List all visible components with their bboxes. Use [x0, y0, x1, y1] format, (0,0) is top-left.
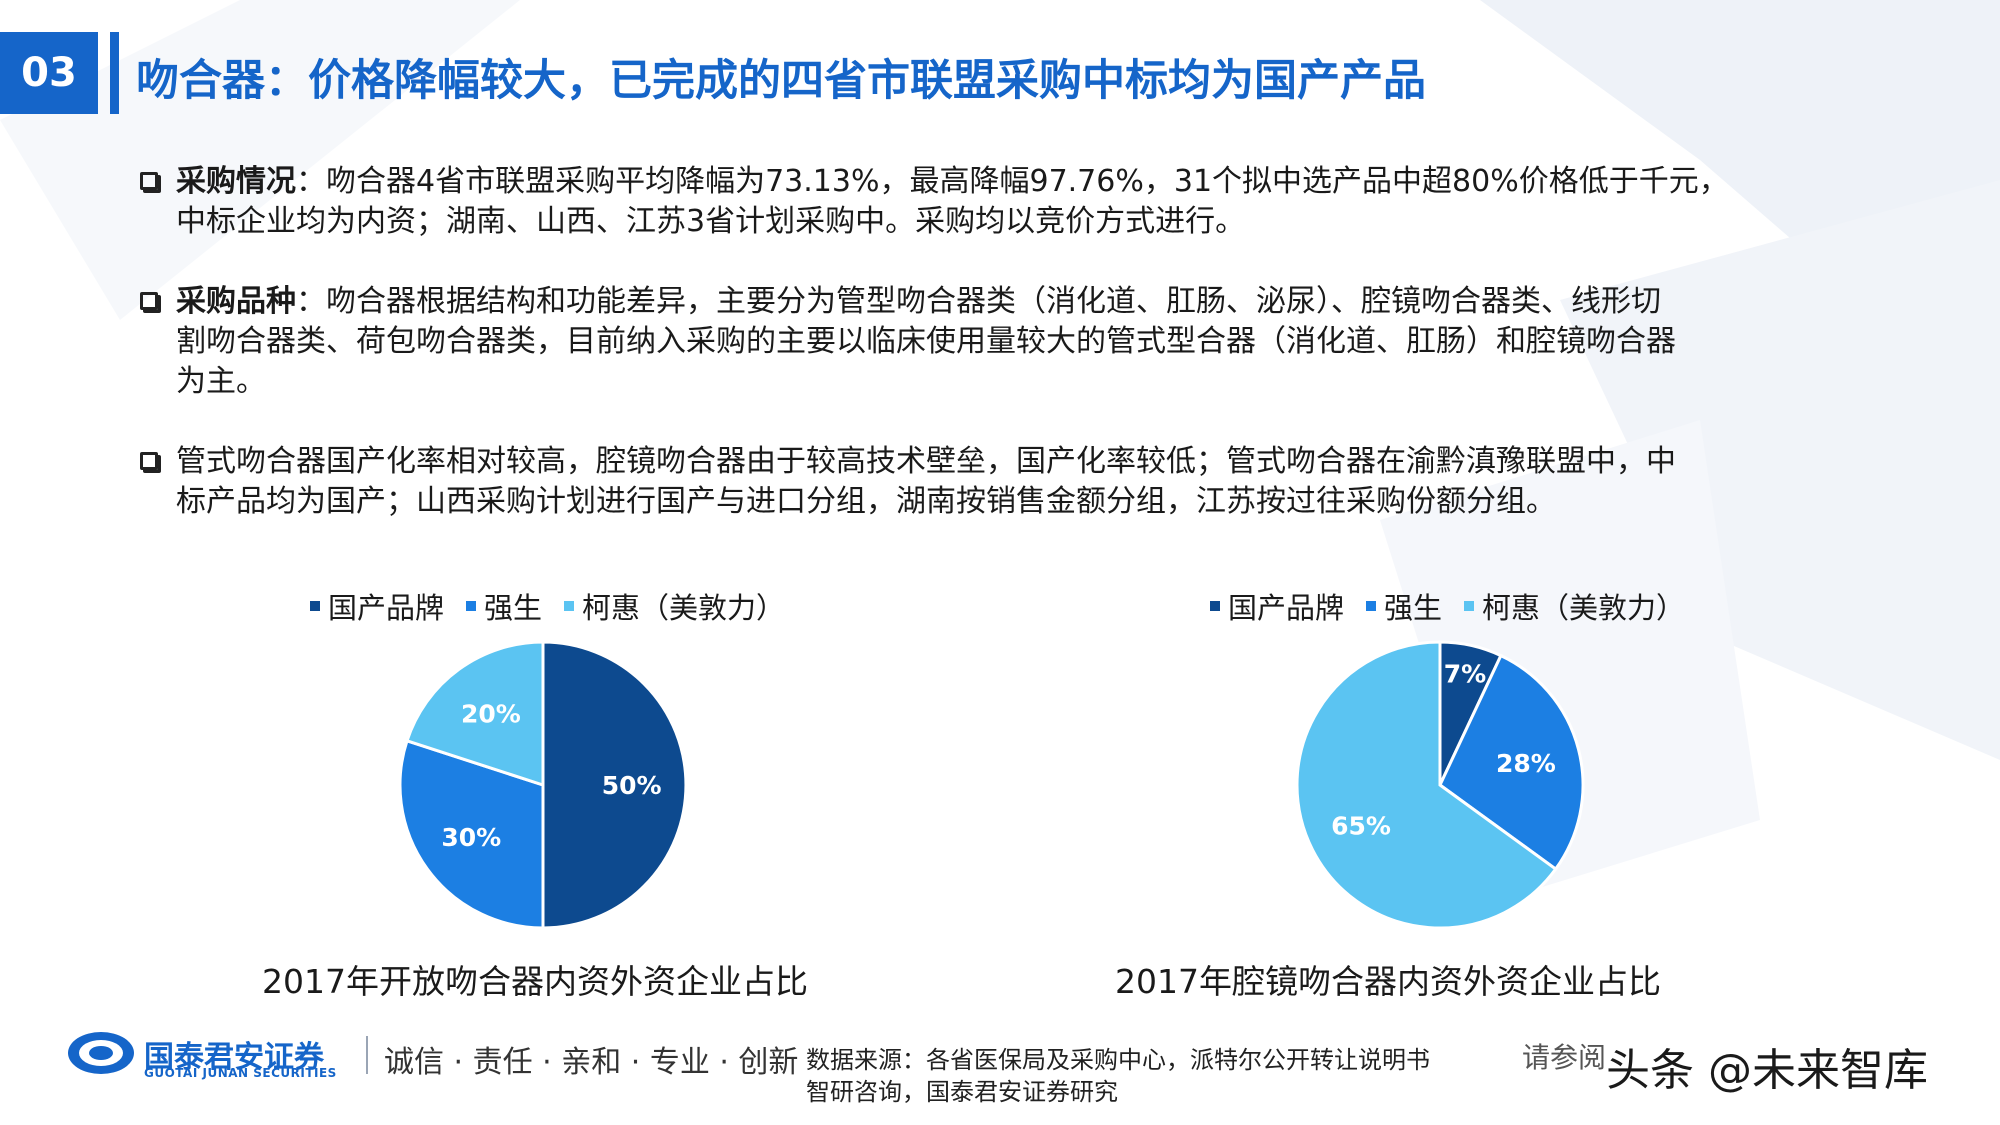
checkbox-bullet-icon	[140, 452, 158, 470]
chart1-caption: 2017年开放吻合器内资外资企业占比	[262, 962, 808, 1001]
bullet-text-line: 标产品均为国产；山西采购计划进行国产与进口分组，湖南按销售金额分组，江苏按过往采…	[176, 484, 1556, 519]
chart1-legend: 国产品牌 强生 柯惠（美敦力）	[310, 585, 785, 627]
bullet-procurement-status: 采购情况：吻合器4省市联盟采购平均降幅为73.13%，最高降幅97.76%，31…	[140, 162, 1860, 242]
pie-slice-jnj	[1438, 653, 1585, 872]
legend-swatch	[466, 601, 477, 611]
company-name-en: GUOTAI JUNAN SECURITIES	[144, 1066, 337, 1080]
pie-data-label: 65%	[1331, 811, 1391, 840]
bullet-procurement-varieties: 采购品种：吻合器根据结构和功能差异，主要分为管型吻合器类（消化道、肛肠、泌尿）、…	[140, 282, 1860, 402]
legend-item-covidien: 柯惠（美敦力）	[1464, 585, 1685, 627]
disclaimer-text: 请参阅	[1522, 1041, 1607, 1074]
bullet-localization-rate: 管式吻合器国产化率相对较高，腔镜吻合器由于较高技术壁垒，国产化率较低；管式吻合器…	[140, 442, 1860, 522]
data-source: 数据来源：各省医保局及采购中心，派特尔公开转让说明书 智研咨询，国泰君安证券研究	[806, 1046, 1430, 1106]
legend-item-domestic: 国产品牌	[310, 585, 444, 627]
page-title: 吻合器：价格降幅较大，已完成的四省市联盟采购中标均为国产产品	[136, 56, 1426, 106]
pie-slice-covidien	[405, 640, 545, 788]
legend-swatch	[1464, 601, 1475, 611]
legend-item-jnj: 强生	[466, 585, 542, 627]
bullet-text-line: 中标企业均为内资；湖南、山西、江苏3省计划采购中。采购均以竞价方式进行。	[176, 204, 1246, 239]
pie-data-label: 30%	[441, 823, 501, 852]
bullet-text: 管式吻合器国产化率相对较高，腔镜吻合器由于较高技术壁垒，国产化率较低；管式吻合器…	[176, 444, 1676, 479]
pie-data-label: 50%	[602, 771, 662, 800]
company-slogan: 诚信 · 责任 · 亲和 · 专业 · 创新	[384, 1045, 799, 1080]
checkbox-bullet-icon	[140, 292, 158, 310]
bullet-text-line: 割吻合器类、荷包吻合器类，目前纳入采购的主要以临床使用量较大的管式型合器（消化道…	[176, 324, 1676, 359]
chart2-caption: 2017年腔镜吻合器内资外资企业占比	[1115, 962, 1661, 1001]
pie-data-label: 20%	[461, 699, 521, 728]
chart2-pie: 7% 28% 65%	[1295, 640, 1585, 930]
company-logo-icon	[68, 1032, 134, 1074]
pie-data-label: 7%	[1444, 659, 1486, 688]
bullet-text-line: 为主。	[176, 364, 266, 399]
legend-swatch	[1366, 601, 1377, 611]
footer-divider	[366, 1036, 368, 1074]
watermark: 头条 @未来智库	[1606, 1045, 1928, 1096]
legend-swatch	[564, 601, 575, 611]
pie-data-label: 28%	[1496, 749, 1556, 778]
legend-item-jnj: 强生	[1366, 585, 1442, 627]
legend-item-covidien: 柯惠（美敦力）	[564, 585, 785, 627]
pie-slice-jnj	[398, 738, 545, 930]
legend-item-domestic: 国产品牌	[1210, 585, 1344, 627]
section-number-badge: 03	[0, 32, 98, 114]
legend-swatch	[310, 601, 320, 611]
pie-slice-covidien	[1295, 640, 1558, 930]
chart2-legend: 国产品牌 强生 柯惠（美敦力）	[1210, 585, 1685, 627]
chart1-pie: 50% 30% 20%	[398, 640, 688, 930]
company-name: 国泰君安证券	[144, 1040, 324, 1075]
bullet-text: 采购情况：吻合器4省市联盟采购平均降幅为73.13%，最高降幅97.76%，31…	[176, 164, 1729, 199]
header-accent-bar	[110, 32, 119, 114]
bullet-text: 采购品种：吻合器根据结构和功能差异，主要分为管型吻合器类（消化道、肛肠、泌尿）、…	[176, 284, 1661, 319]
pie-slice-domestic	[541, 640, 688, 930]
legend-swatch	[1210, 601, 1220, 611]
checkbox-bullet-icon	[140, 172, 158, 190]
